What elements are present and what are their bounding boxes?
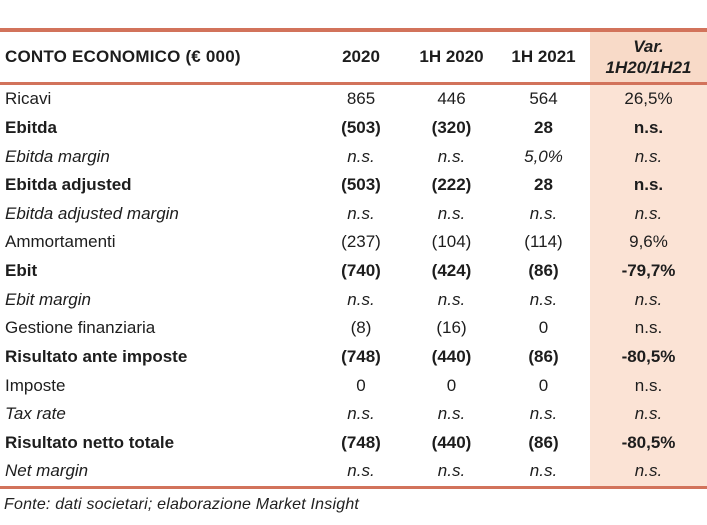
row-value: 0 (356, 375, 366, 395)
column-header-2020: 2020 (342, 47, 380, 66)
row-variation-value: 9,6% (590, 228, 707, 257)
table-row: Ricavi 865 446 564 26,5% (0, 85, 707, 114)
row-value: 5,0% (524, 146, 563, 166)
row-value: n.s. (529, 404, 558, 424)
row-value: (222) (431, 175, 472, 195)
row-label: Ebitda adjusted margin (5, 203, 179, 223)
row-variation-value: 26,5% (590, 85, 707, 114)
row-value: n.s. (529, 203, 558, 223)
row-value: (16) (436, 318, 467, 338)
row-value: n.s. (437, 146, 466, 166)
row-variation-value: -80,5% (590, 428, 707, 458)
income-statement-table: CONTO ECONOMICO (€ 000) 2020 1H 2020 1H … (0, 28, 707, 489)
row-value: 28 (534, 175, 553, 195)
row-label: Ebit margin (5, 289, 91, 309)
table-row: Ebitda margin n.s. n.s. 5,0% n.s. (0, 142, 707, 171)
row-value: n.s. (437, 203, 466, 223)
row-label: Ebitda adjusted (5, 175, 132, 195)
row-label: Ammortamenti (5, 232, 116, 252)
column-header-1h2020: 1H 2020 (419, 47, 484, 66)
row-value: 446 (437, 89, 466, 109)
row-value: (86) (528, 261, 559, 281)
row-value: n.s. (437, 289, 466, 309)
row-value: (104) (431, 232, 472, 252)
row-value: 0 (538, 318, 549, 338)
variation-header-line1: Var. (633, 37, 664, 56)
row-value: n.s. (347, 203, 375, 223)
row-value: (8) (350, 318, 372, 338)
row-value: 0 (446, 375, 457, 395)
row-variation-value: -79,7% (590, 256, 707, 286)
row-variation-value: n.s. (590, 457, 707, 486)
row-variation-value: n.s. (590, 285, 707, 314)
table-row: Tax rate n.s. n.s. n.s. n.s. (0, 399, 707, 429)
table-title: CONTO ECONOMICO (€ 000) (5, 47, 241, 66)
row-variation-value: -80,5% (590, 342, 707, 372)
row-variation-value: n.s. (590, 371, 707, 400)
source-note: Fonte: dati societari; elaborazione Mark… (4, 495, 360, 513)
variation-header-line2: 1H20/1H21 (605, 58, 692, 77)
row-label: Risultato ante imposte (5, 346, 188, 366)
row-variation-value: n.s. (590, 113, 707, 143)
row-value: 564 (529, 89, 558, 109)
row-value: (86) (528, 346, 559, 366)
row-value: (748) (341, 346, 381, 366)
row-value: n.s. (347, 289, 375, 309)
row-value: (748) (341, 432, 381, 452)
row-value: (440) (431, 346, 472, 366)
table-row: Ebitda (503) (320) 28 n.s. (0, 113, 707, 143)
row-variation-value: n.s. (590, 399, 707, 429)
row-value: 865 (346, 89, 376, 109)
row-variation-value: n.s. (590, 314, 707, 343)
row-variation-value: n.s. (590, 170, 707, 200)
row-value: (86) (528, 432, 559, 452)
column-header-1h2021: 1H 2021 (511, 47, 576, 66)
row-value: (424) (431, 261, 472, 281)
row-label: Imposte (5, 375, 66, 395)
row-value: (237) (341, 232, 381, 252)
table-row: Ebit (740) (424) (86) -79,7% (0, 256, 707, 286)
row-value: (503) (341, 175, 381, 195)
row-value: (114) (524, 232, 563, 252)
row-value: n.s. (347, 146, 375, 166)
row-value: n.s. (529, 461, 558, 481)
table-row: Ebitda adjusted (503) (222) 28 n.s. (0, 170, 707, 200)
row-label: Ebitda (5, 117, 57, 137)
row-value: (320) (431, 117, 472, 137)
table-row: Risultato netto totale (748) (440) (86) -80,… (0, 428, 707, 458)
column-header-variation: Var. 1H20/1H21 (590, 32, 707, 82)
row-label: Gestione finanziaria (5, 318, 156, 338)
table-row: Gestione finanziaria (8) (16) 0 n.s. (0, 314, 707, 343)
row-value: 0 (538, 375, 549, 395)
table-row: Ammortamenti (237) (104) (114) 9,6% (0, 228, 707, 257)
row-value: 28 (534, 117, 553, 137)
row-variation-value: n.s. (590, 199, 707, 229)
table-header-row: CONTO ECONOMICO (€ 000) 2020 1H 2020 1H … (0, 32, 707, 85)
table-body: Ricavi 865 446 564 26,5% Ebitda (503) (320) 28 n.… (0, 85, 707, 486)
row-variation-value: n.s. (590, 142, 707, 171)
row-label: Net margin (5, 461, 89, 481)
row-value: n.s. (347, 404, 375, 424)
table-row: Ebitda adjusted margin n.s. n.s. n.s. n.s. (0, 199, 707, 229)
table-row: Ebit margin n.s. n.s. n.s. n.s. (0, 285, 707, 314)
row-label: Ebit (5, 261, 38, 281)
table-row: Risultato ante imposte (748) (440) (86) -80,… (0, 342, 707, 372)
row-value: (440) (431, 432, 472, 452)
table-row: Imposte 0 0 0 n.s. (0, 371, 707, 400)
row-value: (503) (341, 117, 381, 137)
table-row: Net margin n.s. n.s. n.s. n.s. (0, 457, 707, 486)
row-label: Risultato netto totale (5, 432, 175, 452)
row-value: (740) (341, 261, 381, 281)
row-label: Ricavi (5, 89, 52, 109)
row-value: n.s. (437, 404, 466, 424)
row-value: n.s. (437, 461, 466, 481)
top-margin (0, 0, 707, 28)
row-label: Ebitda margin (5, 146, 110, 166)
row-value: n.s. (529, 289, 558, 309)
row-value: n.s. (347, 461, 375, 481)
row-label: Tax rate (5, 404, 66, 424)
